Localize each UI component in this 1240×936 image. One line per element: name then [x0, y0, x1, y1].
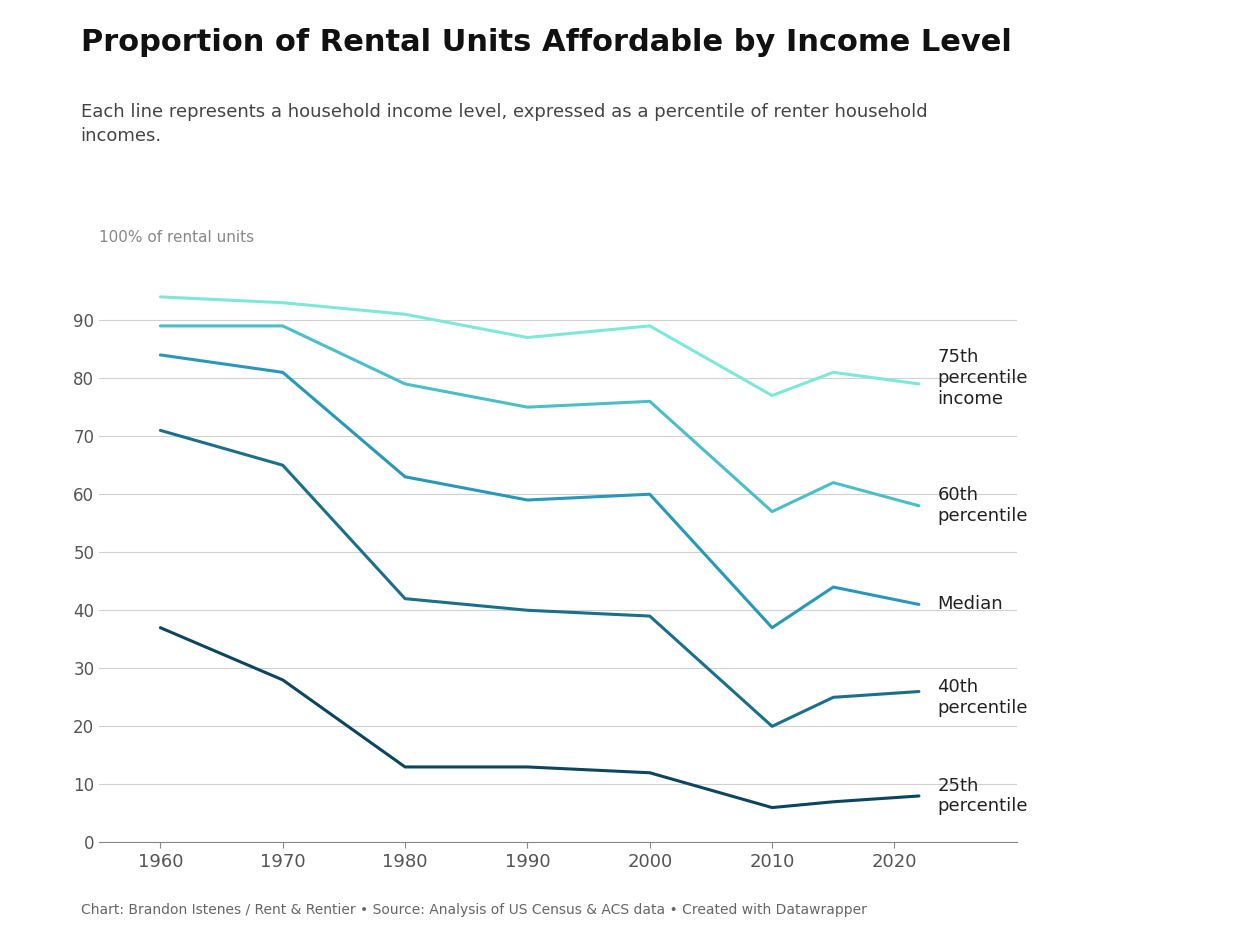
Text: 75th
percentile
income: 75th percentile income	[937, 348, 1028, 408]
Text: Chart: Brandon Istenes / Rent & Rentier • Source: Analysis of US Census & ACS da: Chart: Brandon Istenes / Rent & Rentier …	[81, 903, 867, 917]
Text: Proportion of Rental Units Affordable by Income Level: Proportion of Rental Units Affordable by…	[81, 28, 1012, 57]
Text: Each line represents a household income level, expressed as a percentile of rent: Each line represents a household income …	[81, 103, 928, 144]
Text: 60th
percentile: 60th percentile	[937, 487, 1028, 525]
Text: 25th
percentile: 25th percentile	[937, 777, 1028, 815]
Text: 100% of rental units: 100% of rental units	[99, 229, 254, 244]
Text: Median: Median	[937, 595, 1003, 613]
Text: 40th
percentile: 40th percentile	[937, 678, 1028, 717]
